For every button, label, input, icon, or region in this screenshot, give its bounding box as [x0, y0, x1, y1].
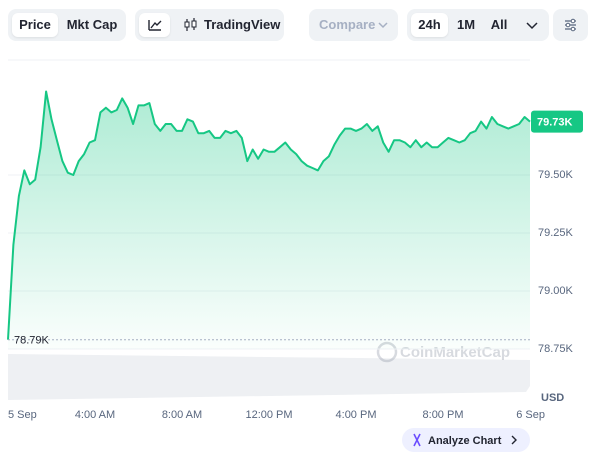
button-label: TradingView: [204, 17, 281, 32]
settings-button[interactable]: [557, 13, 584, 37]
y-tick-label: 78.75K: [538, 343, 574, 355]
icon: [378, 22, 388, 29]
tab[interactable]: Mkt Cap: [66, 17, 118, 32]
icon: [413, 433, 421, 447]
x-tick-label: 4:00 AM: [75, 409, 115, 421]
tab-group: Price Mkt Cap: [8, 9, 126, 41]
x-tick-label: 8:00 AM: [162, 409, 202, 421]
button-label: Compare: [319, 17, 376, 32]
y-tick-label: 79.00K: [538, 285, 574, 297]
currency-label: USD: [541, 392, 564, 404]
icon: [526, 22, 538, 30]
x-tick-label: 12:00 PM: [245, 409, 292, 421]
range-button[interactable]: 1M: [456, 17, 476, 32]
range-button[interactable]: All: [490, 17, 508, 32]
x-tick-label: 8:00 PM: [423, 409, 464, 421]
tab[interactable]: Price: [12, 13, 58, 37]
compare-group: Compare: [309, 9, 398, 41]
compare-button[interactable]: Compare: [313, 13, 394, 37]
icon: [511, 435, 517, 445]
line-chart-button[interactable]: [139, 13, 170, 37]
price-label: 79.73K: [537, 117, 573, 129]
price-badge: [531, 110, 583, 133]
icon: [565, 18, 576, 32]
x-tick-label: 5 Sep: [8, 409, 37, 421]
range-dropdown[interactable]: [519, 13, 545, 37]
range-button[interactable]: 24h: [411, 13, 448, 37]
icon: [148, 20, 162, 31]
chart-type-group: TradingView: [135, 9, 284, 41]
x-tick-label: 6 Sep: [516, 409, 545, 421]
chart: CoinMarketCap USD Analyze Chart 78.75K79…: [7, 59, 583, 452]
analyze-button-label: Analyze Chart: [428, 435, 502, 447]
y-tick-label: 79.50K: [538, 169, 574, 181]
x-tick-label: 4:00 PM: [336, 409, 377, 421]
settings-group: [553, 9, 588, 41]
tradingview-button[interactable]: TradingView: [175, 13, 280, 37]
volume-area: [8, 354, 530, 400]
y-tick-label: 79.25K: [538, 227, 574, 239]
analyze-button[interactable]: [402, 428, 530, 452]
line: [7, 90, 531, 340]
area: [8, 91, 530, 349]
low-label: 78.79K: [14, 335, 50, 347]
range-group: 24h 1M All: [407, 9, 549, 41]
icon: [184, 18, 197, 31]
